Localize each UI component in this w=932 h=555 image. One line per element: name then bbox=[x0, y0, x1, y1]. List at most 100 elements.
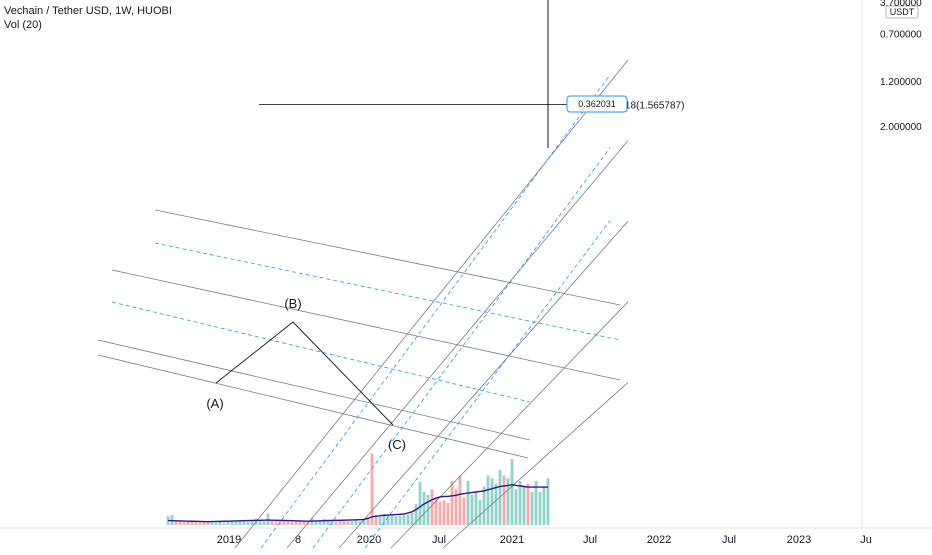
x-tick-label: 2019 bbox=[217, 534, 241, 546]
volume-bar bbox=[502, 475, 506, 525]
volume-bar bbox=[386, 515, 390, 525]
volume-bar bbox=[438, 501, 442, 525]
volume-bar bbox=[274, 520, 278, 525]
volume-bar bbox=[254, 518, 258, 525]
volume-bar bbox=[222, 522, 226, 525]
volume-bar bbox=[374, 515, 378, 525]
volume-bar bbox=[398, 515, 402, 525]
volume-bar bbox=[410, 512, 414, 525]
volume-bar bbox=[194, 522, 198, 525]
up-channel-dashed-line bbox=[312, 147, 611, 549]
volume-bar bbox=[510, 459, 514, 525]
volume-bar bbox=[462, 497, 466, 525]
volume-bar bbox=[426, 494, 430, 525]
volume-bar bbox=[346, 521, 350, 525]
down-channel-line bbox=[97, 354, 529, 459]
volume-bar bbox=[446, 503, 450, 525]
volume-bar bbox=[238, 521, 242, 525]
fib-level-label: 3.618(1.565787) bbox=[611, 101, 684, 112]
volume-bar bbox=[234, 521, 238, 525]
wave-label-a: (A) bbox=[206, 396, 223, 411]
volume-bar bbox=[290, 521, 294, 525]
volume-bar bbox=[478, 500, 482, 525]
volume-bar bbox=[266, 513, 270, 525]
volume-bar bbox=[318, 521, 322, 525]
volume-bar bbox=[270, 520, 274, 525]
volume-bar bbox=[242, 521, 246, 525]
y-tick-label: 0.700000 bbox=[880, 30, 922, 41]
volume-bar bbox=[422, 492, 426, 525]
x-tick-label: Ju bbox=[860, 534, 872, 546]
volume-bar bbox=[530, 492, 534, 525]
volume-bar bbox=[246, 521, 250, 525]
volume-bar bbox=[278, 521, 282, 525]
x-tick-label: Jul bbox=[722, 534, 736, 546]
volume-bar bbox=[250, 521, 254, 525]
volume-bar bbox=[366, 517, 370, 525]
volume-bar bbox=[406, 514, 410, 525]
up-channel-line bbox=[390, 301, 629, 549]
volume-bar bbox=[394, 516, 398, 525]
x-tick-label: Jul bbox=[432, 534, 446, 546]
volume-bar bbox=[362, 518, 366, 525]
volume-bar bbox=[202, 521, 206, 525]
volume-bar bbox=[474, 492, 478, 525]
volume-bar bbox=[186, 521, 190, 525]
volume-bar bbox=[210, 522, 214, 525]
volume-bar bbox=[522, 486, 526, 525]
x-tick-label: 2023 bbox=[787, 534, 811, 546]
y-tick-label: 1.200000 bbox=[880, 77, 922, 88]
volume-bar bbox=[538, 492, 542, 525]
up-channel-dashed-line bbox=[260, 74, 611, 549]
down-channel-line bbox=[154, 209, 621, 306]
volume-bar bbox=[358, 521, 362, 525]
x-tick-label: 2020 bbox=[357, 534, 381, 546]
volume-bar bbox=[514, 489, 518, 525]
down-channel-dashed-line bbox=[154, 242, 621, 341]
volume-bar bbox=[390, 514, 394, 525]
volume-bar bbox=[182, 522, 186, 525]
volume-bar bbox=[306, 521, 310, 525]
volume-bar bbox=[382, 514, 386, 525]
volume-bar bbox=[294, 521, 298, 525]
volume-bar bbox=[330, 521, 334, 525]
wave-label-c: (C) bbox=[388, 437, 406, 452]
symbol-title[interactable]: Vechain / Tether USD, 1W, HUOBI bbox=[4, 5, 172, 17]
volume-ma-line bbox=[167, 484, 548, 523]
down-channel-dashed-line bbox=[111, 301, 531, 403]
callout-box bbox=[566, 95, 628, 113]
volume-bar bbox=[230, 521, 234, 525]
volume-bar bbox=[370, 453, 374, 525]
volume-bar bbox=[470, 494, 474, 525]
volume-bar bbox=[466, 481, 470, 525]
currency-label: USDT bbox=[890, 7, 915, 17]
volume-bar bbox=[258, 520, 262, 525]
volume-bar bbox=[174, 520, 178, 525]
up-channel-line bbox=[286, 140, 629, 549]
volume-bar bbox=[334, 521, 338, 525]
up-channel-dashed-line bbox=[364, 220, 611, 549]
wave-label-b: (B) bbox=[284, 296, 301, 311]
x-tick-label: 8 bbox=[295, 534, 301, 546]
volume-bar bbox=[282, 521, 286, 525]
x-tick-label: Jul bbox=[583, 534, 597, 546]
volume-bar bbox=[454, 489, 458, 525]
y-tick-label: 0.450000 bbox=[880, 0, 922, 2]
volume-bar bbox=[498, 470, 502, 525]
volume-bar bbox=[314, 521, 318, 525]
volume-bar bbox=[206, 522, 210, 525]
volume-bar bbox=[350, 521, 354, 525]
volume-bar bbox=[486, 475, 490, 525]
volume-bar bbox=[286, 520, 290, 525]
volume-bar bbox=[490, 478, 494, 525]
volume-bar bbox=[418, 482, 422, 525]
up-channel-line bbox=[442, 382, 629, 549]
abc-wave-line bbox=[215, 321, 394, 426]
currency-box bbox=[885, 5, 919, 19]
volume-bar bbox=[458, 475, 462, 525]
volume-bar bbox=[442, 500, 446, 525]
volume-indicator-title[interactable]: Vol (20) bbox=[4, 19, 42, 31]
volume-bar bbox=[342, 520, 346, 525]
